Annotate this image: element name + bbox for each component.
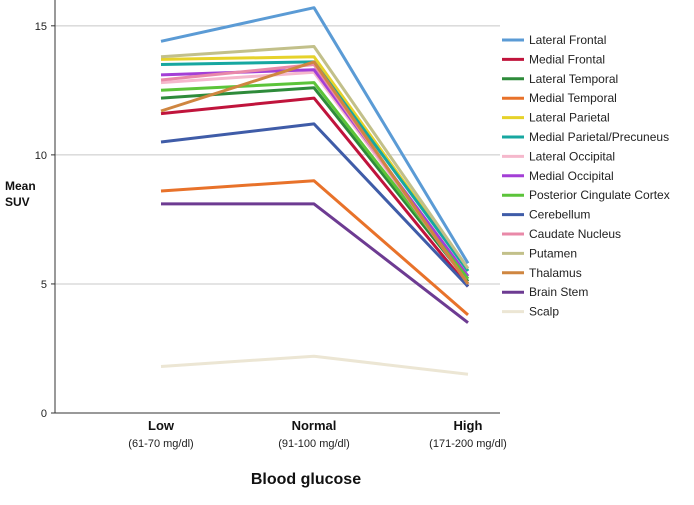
series-line xyxy=(160,122,470,288)
legend-label: Thalamus xyxy=(529,266,582,280)
x-category-sublabel: (171-200 mg/dl) xyxy=(429,438,507,450)
legend-label: Lateral Parietal xyxy=(529,111,610,125)
legend-label: Putamen xyxy=(529,246,577,260)
y-axis-label-line: SUV xyxy=(5,195,30,209)
legend-label: Medial Parietal/Precuneus xyxy=(529,130,669,144)
x-axis-label: Blood glucose xyxy=(251,471,361,488)
axes xyxy=(51,0,500,414)
legend-label: Caudate Nucleus xyxy=(529,227,621,241)
series-line xyxy=(160,179,469,317)
x-category-label: Low xyxy=(148,418,175,433)
series-line xyxy=(160,96,470,288)
series-lines xyxy=(160,6,470,376)
y-axis-label: Mean SUV xyxy=(5,179,36,209)
legend-label: Scalp xyxy=(529,305,559,319)
y-tick-labels: 0 5 10 15 xyxy=(35,21,47,420)
series-line xyxy=(161,202,469,324)
legend-label: Medial Occipital xyxy=(529,169,614,183)
series-line xyxy=(160,81,470,280)
legend: Lateral Frontal Medial Frontal Lateral Tem… xyxy=(502,33,670,319)
legend-label: Medial Frontal xyxy=(529,52,605,66)
series-line xyxy=(160,60,470,285)
grid-lines xyxy=(55,25,500,285)
x-category-sublabel: (61-70 mg/dl) xyxy=(128,438,193,450)
legend-label: Brain Stem xyxy=(529,285,588,299)
y-tick-label: 15 xyxy=(35,21,47,33)
y-tick-label: 10 xyxy=(35,150,47,162)
y-tick-label: 0 xyxy=(41,408,47,420)
legend-label: Lateral Occipital xyxy=(529,149,615,163)
legend-label: Lateral Temporal xyxy=(529,72,618,86)
legend-label: Posterior Cingulate Cortex xyxy=(529,188,670,202)
x-category-sublabel: (91-100 mg/dl) xyxy=(278,438,350,450)
x-category-label: High xyxy=(454,418,483,433)
legend-label: Lateral Frontal xyxy=(529,33,606,47)
legend-label: Cerebellum xyxy=(529,208,590,222)
series-line xyxy=(160,6,470,265)
y-axis-label-line: Mean xyxy=(5,179,36,193)
series-line xyxy=(160,70,470,280)
x-category-label: Normal xyxy=(292,418,337,433)
y-tick-label: 5 xyxy=(41,279,47,291)
x-category-labels: Low (61-70 mg/dl) Normal (91-100 mg/dl) High… xyxy=(128,418,507,450)
series-line xyxy=(160,354,469,376)
series-line xyxy=(160,45,470,270)
legend-label: Medial Temporal xyxy=(529,91,617,105)
